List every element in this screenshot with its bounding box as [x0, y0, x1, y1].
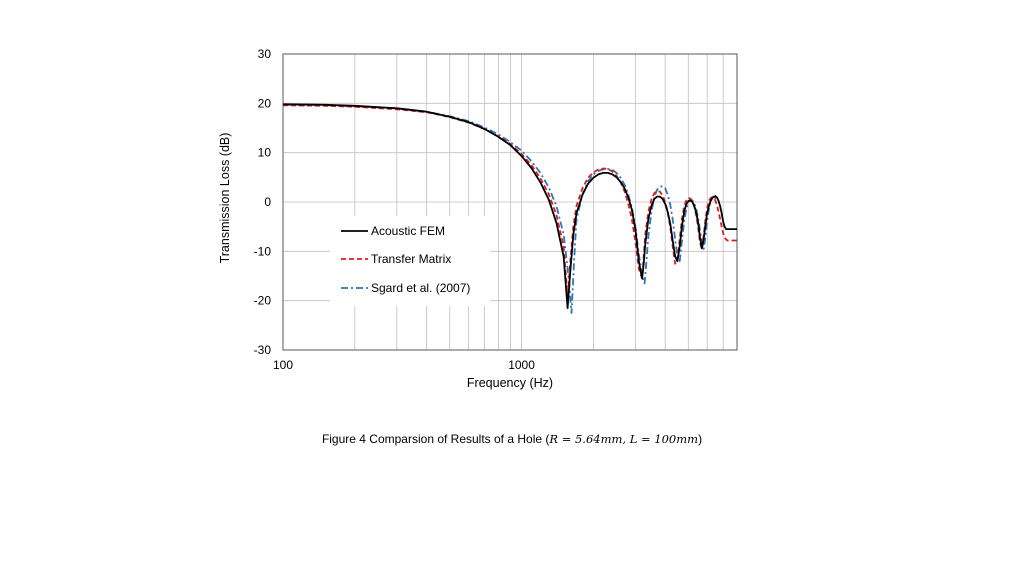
x-axis-title: Frequency (Hz): [467, 376, 553, 390]
series-lines: [282, 103, 737, 314]
y-tick-label: -30: [254, 343, 272, 357]
series-line-acoustic-fem: [282, 103, 737, 310]
x-tick-label: 1000: [508, 358, 535, 372]
plot-area-border: [282, 53, 738, 351]
y-tick-label: -10: [254, 244, 272, 258]
figure-caption: Figure 4 Comparsion of Results of a Hole…: [0, 432, 1024, 446]
y-tick-label: 0: [264, 195, 271, 209]
y-tick-label: 10: [258, 146, 272, 160]
y-axis-title: Transmission Loss (dB): [218, 133, 232, 264]
x-tick-label: 100: [273, 358, 293, 372]
legend-label-sgard: Sgard et al. (2007): [371, 281, 470, 295]
caption-text: Figure 4 Comparsion of Results of a Hole…: [321, 432, 550, 446]
legend-label-acoustic-fem: Acoustic FEM: [371, 224, 445, 238]
y-tick-label: 20: [258, 96, 272, 110]
legend-label-transfer-matrix: Transfer Matrix: [371, 252, 451, 266]
y-tick-label: 30: [258, 47, 272, 61]
series-line-transfer-matrix: [282, 104, 737, 300]
legend: Acoustic FEM Transfer Matrix Sgard et al…: [330, 216, 490, 306]
caption-suffix: ): [698, 432, 703, 446]
caption-math: R = 5.64mm, L = 100mm: [549, 432, 699, 446]
y-tick-label: -20: [254, 294, 272, 308]
